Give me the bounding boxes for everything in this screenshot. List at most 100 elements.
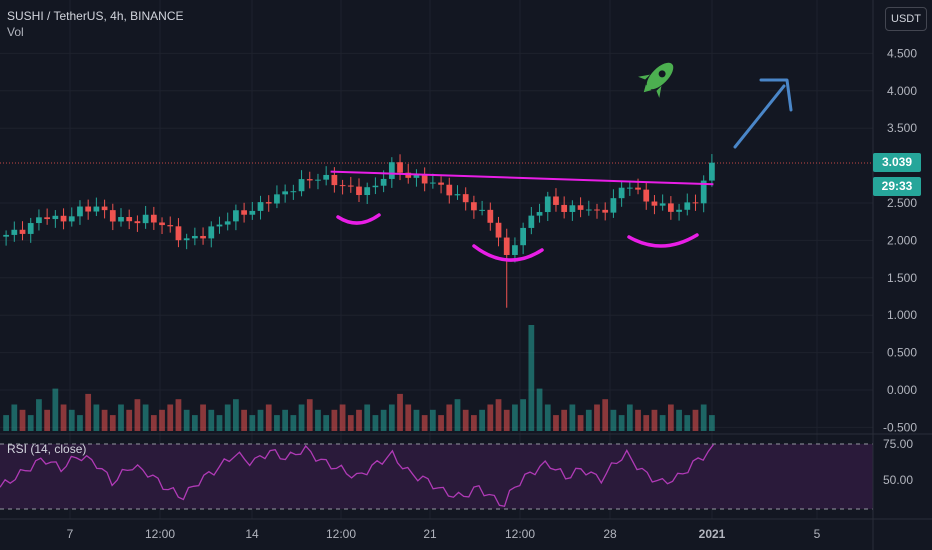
- volume-bar: [479, 409, 485, 431]
- rsi-line: [0, 444, 714, 508]
- volume-bar: [577, 415, 584, 431]
- up-right-arrow-icon[interactable]: [733, 78, 793, 149]
- candle-body: [659, 203, 666, 206]
- candle-body: [405, 172, 412, 178]
- candle-body: [60, 215, 67, 222]
- volume-bar: [290, 415, 297, 431]
- volume-bar: [3, 415, 9, 431]
- candle-body: [438, 182, 444, 185]
- candle-body: [93, 206, 100, 212]
- candles: [3, 154, 715, 308]
- volume-bar: [126, 409, 133, 431]
- time-tick: 21: [423, 527, 437, 541]
- price-tick: 4.000: [887, 84, 917, 98]
- volume-bar: [659, 415, 666, 431]
- volume-bar: [512, 404, 518, 431]
- candle-body: [331, 174, 338, 186]
- candle-body: [3, 234, 9, 237]
- candle-body: [643, 189, 650, 202]
- volume-bar: [594, 404, 600, 431]
- price-tick: 4.500: [887, 46, 917, 60]
- last-price-label: 3.039: [873, 153, 921, 172]
- candle-body: [11, 229, 18, 235]
- rsi-band: [0, 444, 873, 509]
- volume-bar: [36, 399, 42, 431]
- candle-body: [397, 162, 403, 173]
- volume-bar: [200, 404, 206, 431]
- volume-bar: [77, 415, 83, 431]
- candle-body: [150, 214, 157, 223]
- time-tick: 12:00: [145, 527, 175, 541]
- candle-body: [44, 217, 51, 220]
- neckline-trendline[interactable]: [330, 170, 714, 186]
- volume-bar: [397, 393, 403, 431]
- volume-bar: [520, 399, 527, 431]
- candle-body: [536, 212, 543, 216]
- volume-bar: [635, 409, 641, 431]
- time-tick: 7: [67, 527, 74, 541]
- volume-bar: [495, 399, 502, 431]
- volume-bar: [438, 415, 444, 431]
- volume-bar: [101, 409, 108, 431]
- candle-body: [118, 217, 124, 222]
- candle-body: [626, 187, 633, 189]
- candle-body: [495, 222, 502, 238]
- rsi-legend[interactable]: RSI (14, close): [7, 442, 87, 456]
- volume-bar: [85, 393, 92, 431]
- volume-bar: [241, 409, 247, 431]
- time-tick: 5: [814, 527, 821, 541]
- currency-button[interactable]: USDT: [885, 7, 927, 31]
- volume-bar: [274, 415, 280, 431]
- candle-body: [282, 191, 289, 195]
- candle-body: [528, 215, 535, 228]
- candle-body: [429, 182, 436, 184]
- volume-bar: [561, 409, 568, 431]
- candle-body: [553, 196, 559, 205]
- volume-bar: [208, 409, 215, 431]
- candle-body: [306, 179, 313, 181]
- price-tick: 0.500: [887, 346, 917, 360]
- chart-header: SUSHI / TetherUS, 4h, BINANCE Vol: [7, 8, 184, 40]
- price-axis[interactable]: 4.500 4.000 3.500 2.500 2.000 1.500 1.000 0.500…: [883, 46, 917, 434]
- volume-bar: [676, 409, 682, 431]
- volume-bar: [142, 404, 149, 431]
- volume-bar: [626, 404, 633, 431]
- volume-bar: [692, 409, 699, 431]
- volume-bar: [503, 409, 510, 431]
- volume-bar: [282, 409, 289, 431]
- candle-body: [454, 194, 461, 196]
- time-axis[interactable]: 7 12:00 14 12:00 21 12:00 28 2021 5: [67, 527, 821, 541]
- volume-bar: [602, 399, 609, 431]
- volume-bar: [224, 404, 231, 431]
- candle-body: [651, 201, 658, 206]
- right-shoulder-curve[interactable]: [627, 233, 699, 248]
- candle-body: [413, 174, 420, 178]
- candle-body: [667, 203, 674, 212]
- volume-bar: [68, 409, 75, 431]
- candle-body: [544, 196, 551, 213]
- volume-bar: [19, 409, 26, 431]
- price-tick: 2.000: [887, 233, 917, 247]
- volume-bars: [3, 325, 715, 431]
- head-curve[interactable]: [472, 244, 544, 262]
- price-tick: 0.000: [887, 383, 917, 397]
- symbol-title[interactable]: SUSHI / TetherUS, 4h, BINANCE: [7, 9, 184, 23]
- volume-bar: [364, 404, 371, 431]
- candle-body: [257, 202, 264, 211]
- volume-bar: [257, 409, 264, 431]
- candle-body: [36, 217, 42, 224]
- candle-body: [380, 178, 387, 186]
- candle-body: [216, 224, 223, 227]
- left-shoulder-curve[interactable]: [336, 213, 381, 225]
- candle-body: [27, 223, 34, 234]
- volume-bar: [643, 415, 650, 431]
- candle-body: [77, 206, 83, 217]
- candle-body: [68, 216, 75, 222]
- candle-body: [479, 209, 485, 211]
- volume-bar: [216, 415, 223, 431]
- candle-body: [167, 225, 174, 227]
- volume-legend[interactable]: Vol: [7, 25, 24, 39]
- price-tick: 3.500: [887, 121, 917, 135]
- candle-body: [339, 185, 346, 187]
